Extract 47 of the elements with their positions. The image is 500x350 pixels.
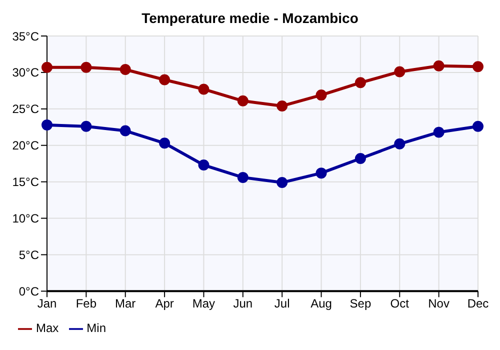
point <box>472 120 484 132</box>
point <box>42 62 52 73</box>
point <box>276 100 288 112</box>
x-tick-label: Jan <box>37 296 57 311</box>
point <box>276 177 288 188</box>
point <box>472 61 484 72</box>
point <box>394 66 406 78</box>
point <box>433 60 444 72</box>
point <box>316 90 327 101</box>
y-tick-label: 30°C <box>12 66 40 80</box>
x-tick-label: Oct <box>390 296 410 311</box>
y-tick-label: 35°C <box>12 29 40 44</box>
point <box>159 74 170 86</box>
y-tick-label: 15°C <box>12 175 40 190</box>
point <box>198 84 210 95</box>
point <box>354 77 366 88</box>
x-tick-label: Aug <box>310 296 332 311</box>
y-tick-label: 5°C <box>18 248 40 262</box>
x-tick-label: Sep <box>350 296 372 311</box>
point <box>237 172 248 183</box>
y-tick-label: 20°C <box>12 138 40 153</box>
point <box>42 119 52 130</box>
legend-label: Max <box>36 321 59 336</box>
point <box>159 138 170 149</box>
point <box>354 152 366 164</box>
point <box>80 62 92 73</box>
point <box>198 160 210 171</box>
x-tick-label: Nov <box>428 296 450 311</box>
x-tick-label: Mar <box>115 296 136 311</box>
y-tick-label: 0°C <box>18 284 40 298</box>
point <box>394 138 406 150</box>
x-tick-label: Feb <box>76 296 97 311</box>
y-tick-label: 25°C <box>12 102 40 116</box>
y-tick-label: 10°C <box>12 212 40 226</box>
point <box>120 125 131 136</box>
x-tick-label: Jul <box>274 296 290 311</box>
point <box>316 168 327 179</box>
x-tick-label: May <box>192 296 216 311</box>
x-tick-label: Apr <box>155 296 174 311</box>
point <box>80 120 92 132</box>
point <box>120 64 131 76</box>
legend-label: Min <box>86 321 106 336</box>
point <box>237 95 248 106</box>
chart-title: Temperature medie - Mozambico <box>140 9 360 28</box>
point <box>433 126 444 138</box>
x-tick-label: Jun <box>233 296 253 311</box>
x-tick-label: Dec <box>467 296 489 311</box>
